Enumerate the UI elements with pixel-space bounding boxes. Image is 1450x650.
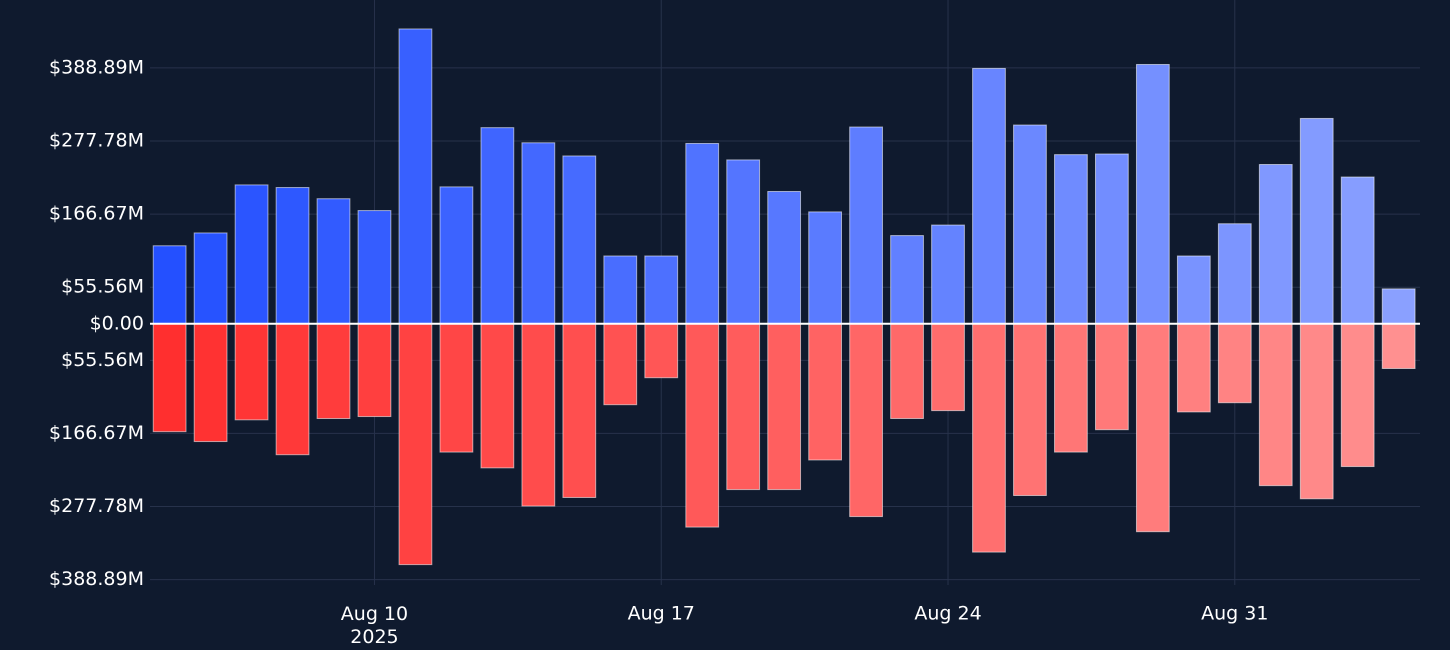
bar [972,67,1006,325]
bar [562,155,597,325]
bar [152,323,187,433]
y-tick-label: $277.78M [49,129,144,151]
bar [1299,117,1334,325]
y-tick-label: $55.56M [61,349,144,371]
bar [1054,154,1088,325]
bar [1217,223,1252,325]
bar [1258,323,1293,487]
y-tick-label: $388.89M [49,56,144,78]
y-tick-label: $388.89M [49,568,144,590]
bar [193,232,228,325]
bar [931,323,965,412]
bar [1176,323,1211,413]
x-tick-label: Aug 17 [628,603,695,625]
bar [808,323,843,461]
bar [726,323,761,491]
bar [1095,153,1129,325]
bar [1135,63,1170,325]
bar [644,255,679,325]
bar [152,245,187,325]
bar [439,186,474,325]
bar [1340,176,1375,325]
bar [1340,323,1375,468]
bar [521,323,556,507]
bar [234,323,269,421]
y-tick-label: $166.67M [49,422,144,444]
bar [439,323,474,453]
bar [1013,124,1047,325]
bar [849,323,883,518]
bar [1299,323,1334,500]
y-tick-label: $55.56M [61,276,144,298]
y-tick-label: $0.00 [90,312,144,334]
bar [685,142,720,325]
bar [562,323,597,498]
bar [849,126,883,325]
bar [603,323,638,406]
bar [726,159,761,325]
bar [357,323,392,418]
bar [193,323,228,443]
bar [1217,323,1252,404]
bar [808,211,843,325]
y-tick-label: $277.78M [49,495,144,517]
bar [685,323,720,528]
bar [1054,323,1088,453]
bar [972,323,1006,553]
bar [234,184,269,325]
bar [644,323,679,379]
x-tick-label: Aug 24 [914,603,981,625]
bar [480,127,515,325]
bar [1095,323,1129,431]
bar [1258,164,1293,325]
bar [1013,323,1047,497]
y-tick-label: $166.67M [49,203,144,225]
bar [521,142,556,325]
bar [316,323,351,420]
bar [890,235,924,325]
bar [398,28,433,325]
bar [767,323,802,491]
bar [1176,255,1211,325]
bar [480,323,515,469]
bar [767,190,802,325]
bar [275,187,310,325]
bar [931,224,965,325]
bar [1135,323,1170,533]
bar [1381,288,1416,325]
x-tick-label: Aug 31 [1201,603,1268,625]
bar [890,323,924,420]
bar [275,323,310,456]
bar [316,198,351,325]
bar [603,255,638,325]
x-tick-label: Aug 10 2025 [341,603,408,648]
bar [1381,323,1416,370]
bar [398,323,433,566]
bar [357,210,392,325]
